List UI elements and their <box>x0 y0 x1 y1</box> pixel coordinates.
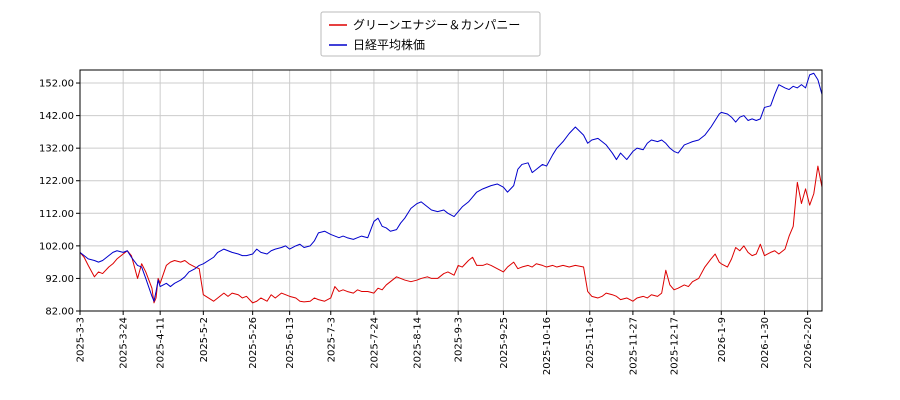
x-tick-label: 2025-12-17 <box>670 317 681 375</box>
y-tick-label: 132.00 <box>39 144 74 155</box>
legend: グリーンエナジー＆カンパニー 日経平均株価 <box>320 11 541 57</box>
x-tick-label: 2025-5-2 <box>199 317 210 362</box>
x-tick-label: 2025-9-3 <box>454 317 465 362</box>
x-tick-label: 2025-3-24 <box>119 317 130 369</box>
x-tick-label: 2025-9-25 <box>499 317 510 369</box>
y-tick-label: 122.00 <box>39 176 74 187</box>
legend-box <box>320 11 541 57</box>
series-line-1 <box>79 165 823 304</box>
y-tick-label: 82.00 <box>45 307 74 318</box>
y-tick-label: 142.00 <box>39 111 74 122</box>
y-tick-label: 92.00 <box>45 274 74 285</box>
legend-label-series-1: グリーンエナジー＆カンパニー <box>353 18 520 32</box>
x-tick-label: 2025-11-6 <box>585 317 596 369</box>
plot-frame <box>79 69 823 312</box>
y-tick-label: 112.00 <box>39 209 74 220</box>
x-tick-label: 2025-4-11 <box>156 317 167 369</box>
y-tick-label: 102.00 <box>39 241 74 252</box>
x-tick-label: 2025-5-26 <box>248 317 259 369</box>
x-axis-ticks: 2025-3-3 2025-3-24 2025-4-11 2025-5-2 2025-5… <box>76 311 814 375</box>
x-tick-label: 2025-6-13 <box>285 317 296 369</box>
x-tick-label: 2026-1-30 <box>760 317 771 369</box>
series-lines <box>79 72 823 304</box>
series-line-2 <box>79 72 823 302</box>
x-tick-label: 2025-7-3 <box>326 317 337 362</box>
x-tick-label: 2025-10-16 <box>542 317 553 375</box>
x-tick-label: 2025-3-3 <box>76 317 87 362</box>
x-tick-label: 2026-2-20 <box>803 317 814 369</box>
legend-label-series-2: 日経平均株価 <box>353 37 425 52</box>
x-tick-label: 2025-7-24 <box>369 317 380 369</box>
x-tick-label: 2025-8-14 <box>413 317 424 369</box>
x-tick-label: 2026-1-9 <box>717 317 728 362</box>
x-tick-label: 2025-11-27 <box>628 317 639 375</box>
y-tick-label: 152.00 <box>39 79 74 90</box>
y-axis-ticks: 82.00 92.00 102.00 112.00 122.00 132.00 142.00… <box>39 79 80 318</box>
